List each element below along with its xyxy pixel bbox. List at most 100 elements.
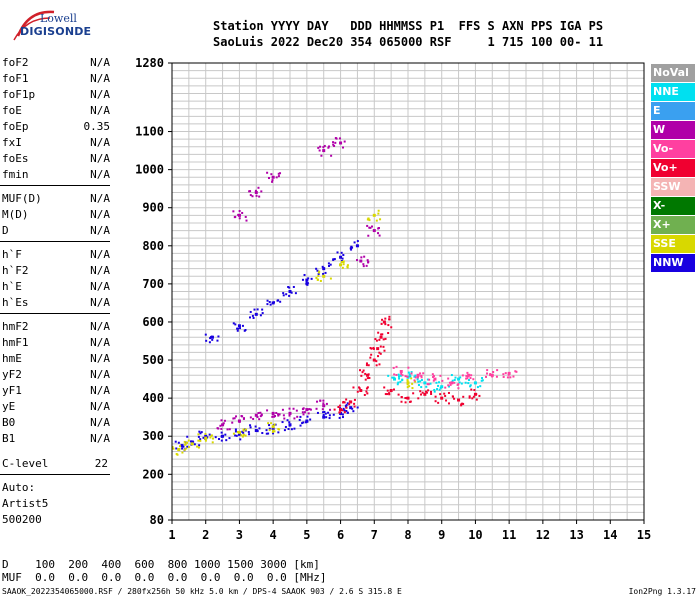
echo-point [437,381,440,384]
param-row: h`F N/A [2,248,110,264]
echo-point [271,179,274,182]
echo-point [425,385,428,388]
echo-point [275,411,278,414]
echo-point [288,414,291,417]
param-value: N/A [90,104,110,117]
echo-point [192,441,195,444]
echo-point [406,386,409,389]
echo-point [242,431,245,434]
echo-point [366,392,369,395]
echo-point [377,209,380,212]
echo-point [217,438,220,441]
echo-point [235,434,238,437]
echo-point [256,429,259,432]
echo-point [496,369,499,372]
echo-point [417,380,420,383]
echo-point [399,369,403,373]
echo-point [383,386,386,389]
echo-point [290,291,293,294]
echo-point [322,402,325,405]
echo-point [244,215,247,218]
param-label: D [2,224,9,237]
echo-point [462,402,465,405]
y-tick-label: 500 [142,353,164,367]
echo-point [295,409,298,412]
legend-item: SSE [651,235,695,253]
echo-point [365,387,368,390]
echo-point [299,415,302,418]
echo-point [197,446,200,449]
echo-point [420,379,423,382]
echo-point [288,290,292,293]
echo-point [272,429,275,432]
echo-point [257,186,260,189]
echo-point [479,385,482,388]
param-row: fxI N/A [2,136,110,152]
echo-point [266,409,269,412]
echo-point [469,384,472,387]
echo-point [328,414,331,417]
echo-point [406,396,410,400]
echo-point [461,374,464,377]
echo-point [458,381,461,384]
echo-point [449,383,452,386]
echo-point [439,374,442,377]
echo-point [379,335,383,339]
echo-point [216,339,219,342]
echo-point [456,383,459,386]
echo-point [435,381,438,384]
echo-point [271,413,274,416]
footer-muf-row: MUF 0.0 0.0 0.0 0.0 0.0 0.0 0.0 0.0 [MHz… [2,571,327,584]
param-label: B0 [2,416,16,429]
echo-point [232,432,235,435]
echo-point [433,390,436,393]
param-label: hmF2 [2,320,29,333]
echo-point [393,373,396,376]
echo-point [268,301,271,304]
echo-point [286,419,289,422]
x-tick-label: 14 [603,528,617,542]
param-row: h`F2 N/A [2,264,110,280]
echo-point [382,338,385,341]
echo-point [363,255,366,258]
echo-point [465,374,468,377]
echo-point [204,333,207,336]
echo-point [225,439,228,442]
echo-point [457,387,460,390]
param-label: foE [2,104,22,117]
param-row: foF2 N/A [2,56,110,72]
echo-point [257,412,260,415]
echo-point [480,379,483,382]
echo-point [341,257,344,260]
echo-point [183,448,186,451]
echo-point [515,370,518,373]
echo-point [350,248,353,251]
echo-point [288,294,291,297]
echo-point [271,430,274,433]
echo-point [345,404,348,407]
echo-point [453,397,456,400]
echo-point [198,430,201,433]
echo-point [321,265,324,268]
echo-point [301,411,304,414]
echo-point [443,392,446,395]
echo-point [327,264,330,267]
echo-point [267,422,270,425]
echo-point [340,251,343,254]
echo-point [448,385,451,388]
param-value: N/A [90,296,110,309]
echo-point [217,335,220,338]
echo-point [251,314,254,317]
echo-point [467,382,470,385]
echo-point [204,432,207,435]
echo-point [241,415,244,418]
echo-point [190,442,194,446]
echo-point [252,417,255,420]
echo-point [408,385,411,388]
auto-line1: Auto: [2,481,36,494]
echo-point [237,324,241,328]
param-row: D N/A [2,224,110,240]
echo-point [439,393,442,396]
echo-point [183,440,186,443]
echo-point [318,270,321,273]
